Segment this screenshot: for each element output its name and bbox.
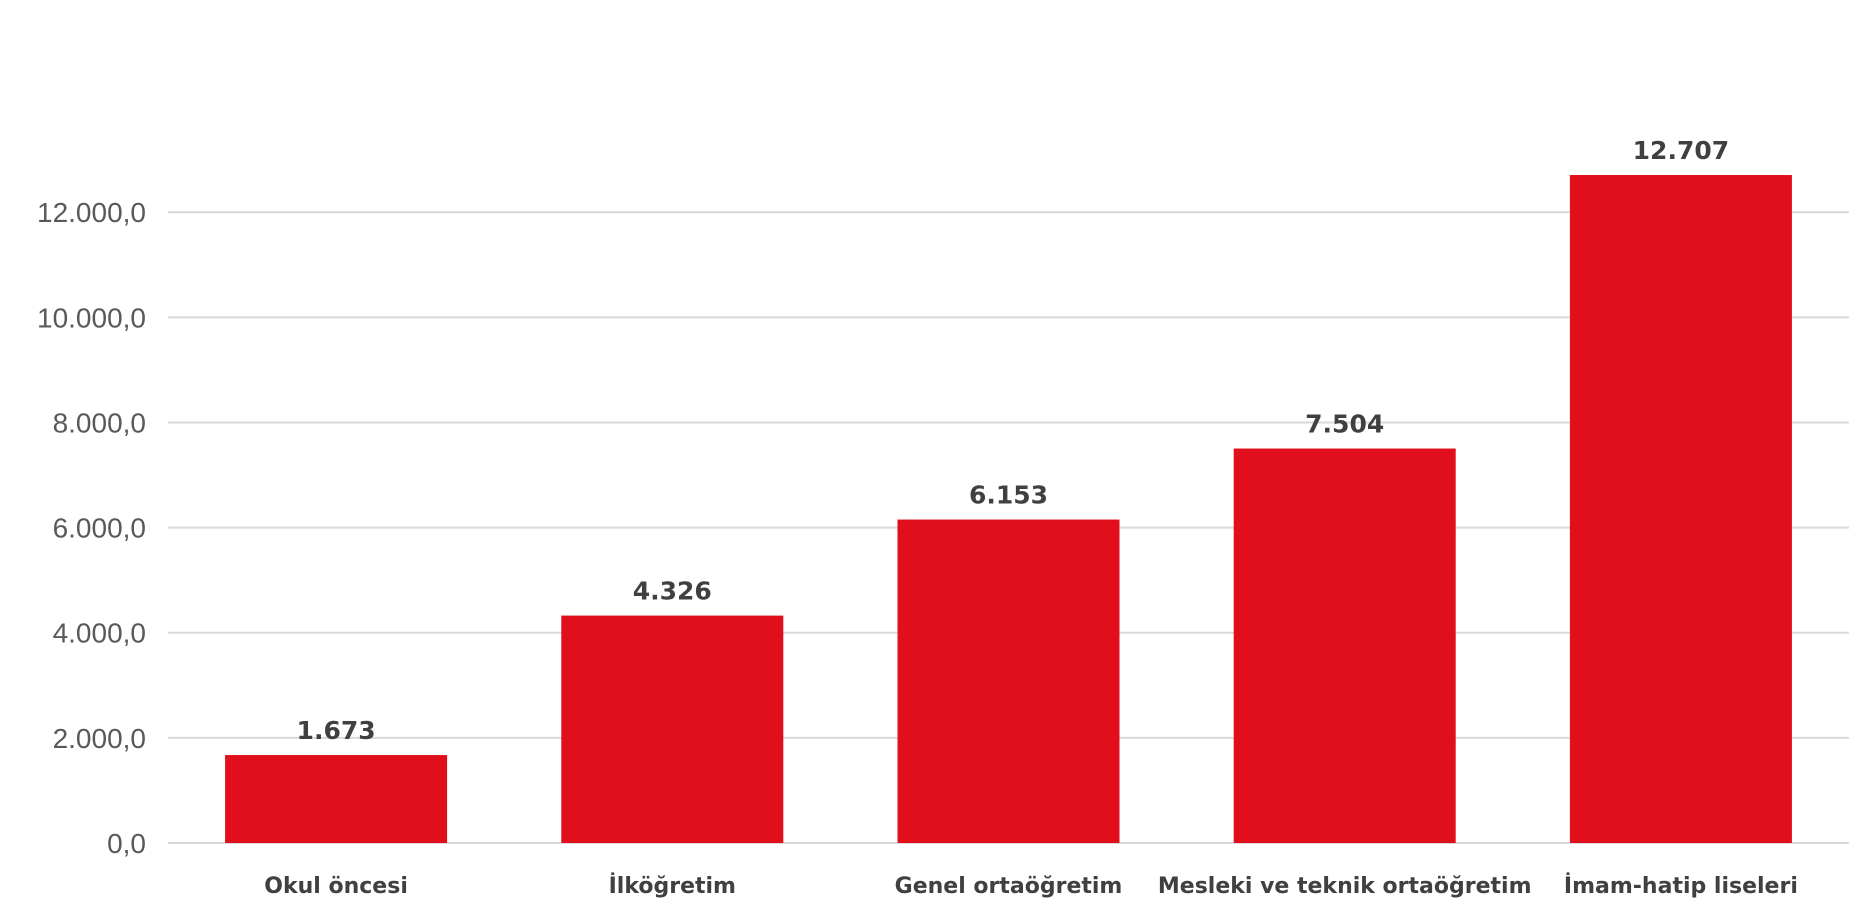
y-tick-label: 12.000,0 — [37, 197, 146, 228]
category-label: İmam-hatip liseleri — [1564, 873, 1798, 899]
y-axis-tick-labels: 0,0 2.000,0 4.000,0 6.000,0 8.000,0 10.000,0 1… — [37, 197, 146, 859]
y-tick-label: 8.000,0 — [53, 407, 146, 438]
y-tick-label: 4.000,0 — [53, 618, 146, 649]
x-axis-category-labels: Okul öncesi İlköğretim Genel ortaöğretim Me… — [264, 873, 1798, 899]
y-tick-label: 10.000,0 — [37, 302, 146, 333]
category-label: Genel ortaöğretim — [895, 874, 1123, 899]
category-label: İlköğretim — [609, 873, 736, 899]
category-label: Mesleki ve teknik ortaöğretim — [1158, 874, 1532, 899]
data-labels: 1.673 4.326 6.153 7.504 12.707 — [297, 136, 1730, 745]
bar — [1569, 175, 1792, 843]
data-label: 4.326 — [633, 577, 712, 606]
category-label: Okul öncesi — [264, 874, 408, 899]
bar — [1233, 448, 1456, 843]
data-label: 12.707 — [1633, 136, 1729, 165]
bar — [561, 615, 784, 843]
bar — [897, 519, 1120, 843]
data-label: 7.504 — [1305, 410, 1384, 439]
y-tick-label: 0,0 — [107, 828, 146, 859]
data-label: 1.673 — [297, 716, 376, 745]
bar — [225, 755, 448, 843]
y-tick-label: 6.000,0 — [53, 513, 146, 544]
data-label: 6.153 — [969, 481, 1048, 510]
bars — [225, 175, 1792, 843]
y-tick-label: 2.000,0 — [53, 723, 146, 754]
